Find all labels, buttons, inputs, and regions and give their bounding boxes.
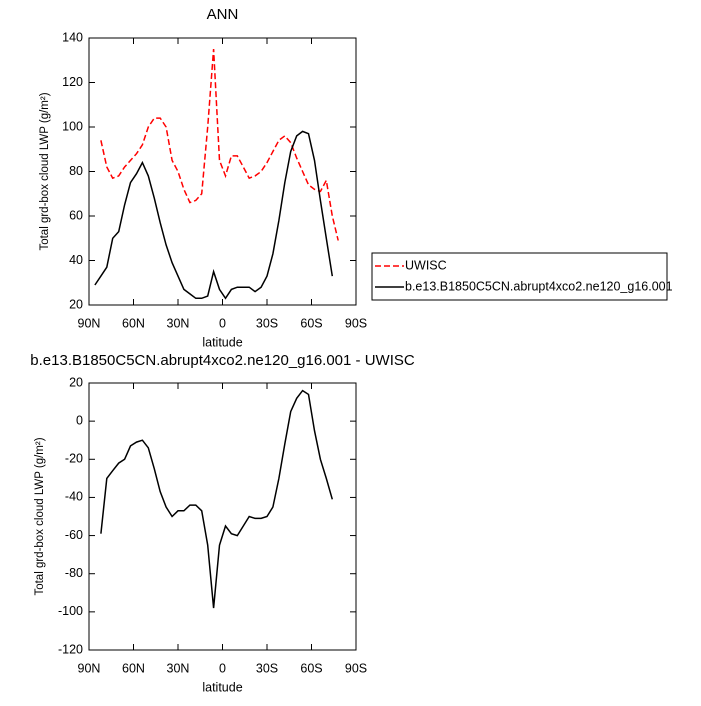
y-tick-label: 0: [76, 413, 83, 427]
x-tick-label: 30S: [256, 661, 278, 675]
x-tick-label: 30N: [167, 661, 190, 675]
x-tick-label: 30S: [256, 316, 278, 330]
legend-label: UWISC: [405, 258, 447, 272]
legend-label: b.e13.B1850C5CN.abrupt4xco2.ne120_g16.00…: [405, 279, 673, 293]
y-tick-label: -40: [65, 490, 83, 504]
y-tick-label: -120: [58, 642, 83, 656]
chart-title: ANN: [207, 6, 239, 23]
x-tick-label: 0: [219, 661, 226, 675]
x-tick-label: 90N: [78, 316, 101, 330]
y-tick-label: 120: [62, 75, 83, 89]
y-tick-label: 60: [69, 208, 83, 222]
data-line: [94, 130, 334, 300]
x-tick-label: 90S: [345, 661, 367, 675]
x-tick-label: 0: [219, 316, 226, 330]
y-tick-label: 80: [69, 164, 83, 178]
chart-title: b.e13.B1850C5CN.abrupt4xco2.ne120_g16.00…: [30, 352, 415, 369]
y-tick-label: 20: [69, 375, 83, 389]
x-tick-label: 60S: [300, 661, 322, 675]
y-tick-label: 140: [62, 30, 83, 44]
x-tick-label: 90N: [78, 661, 101, 675]
y-tick-label: 20: [69, 297, 83, 311]
y-tick-label: 100: [62, 119, 83, 133]
y-tick-label: 40: [69, 253, 83, 267]
x-tick-label: 60S: [300, 316, 322, 330]
x-tick-label: 60N: [122, 316, 145, 330]
plot-frame: [88, 382, 357, 651]
x-tick-label: 90S: [345, 316, 367, 330]
y-tick-label: -20: [65, 452, 83, 466]
x-tick-label: 30N: [167, 316, 190, 330]
data-line: [100, 49, 339, 241]
x-axis-label: latitude: [202, 680, 242, 694]
data-line: [100, 389, 334, 609]
legend-box: [371, 252, 668, 301]
y-axis-label: Total grd-box cloud LWP (g/m²): [34, 437, 46, 595]
y-axis-label: Total grd-box cloud LWP (g/m²): [39, 92, 51, 250]
x-axis-label: latitude: [202, 335, 242, 349]
y-tick-label: -80: [65, 566, 83, 580]
y-tick-label: -60: [65, 528, 83, 542]
x-tick-label: 60N: [122, 661, 145, 675]
y-tick-label: -100: [58, 604, 83, 618]
